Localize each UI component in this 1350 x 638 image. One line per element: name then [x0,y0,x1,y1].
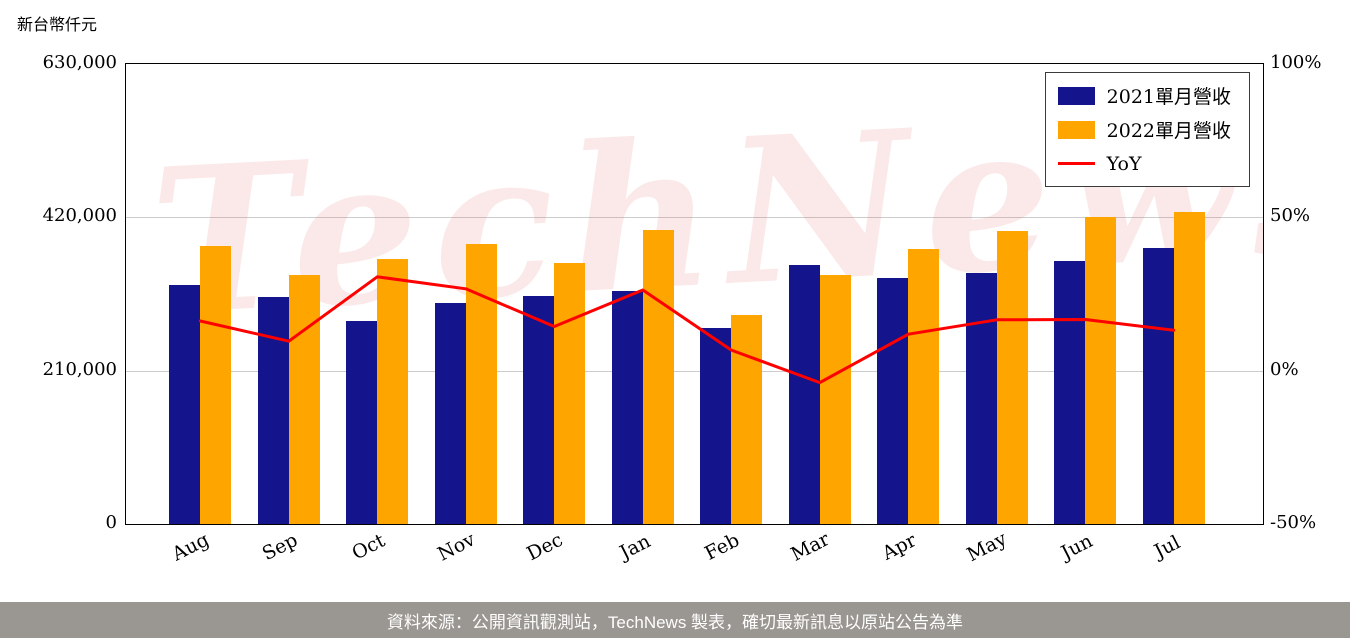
bar-group-mar [776,264,865,524]
bar-2021-monthly-revenue-dec [523,296,555,524]
legend-item-2022-revenue: 2022單月營收 [1057,116,1231,143]
bar-2022-monthly-revenue-oct [377,259,409,524]
left-axis-tick-0: 630,000 [42,52,117,73]
left-axis-tick-2: 210,000 [42,358,117,380]
bar-2022-monthly-revenue-apr [908,248,940,524]
bar-2021-monthly-revenue-jun [1054,261,1086,524]
bar-2021-monthly-revenue-nov [434,302,466,524]
bar-group-jul [1130,211,1219,524]
bar-2022-monthly-revenue-jan [642,229,674,524]
right-axis-tick-1: 50% [1270,205,1311,227]
bar-group-jan [599,229,688,524]
x-axis-tick-aug: Aug [168,528,213,566]
gridline [126,217,1263,219]
bar-group-may [953,231,1042,524]
right-axis-tick-2: 0% [1270,358,1299,380]
x-axis-tick-mar: Mar [787,528,833,566]
bar-group-apr [864,248,953,524]
bar-2021-monthly-revenue-jan [611,291,643,524]
right-axis-tick-0: 100% [1270,52,1322,73]
bar-2022-monthly-revenue-mar [819,275,851,524]
x-axis-tick-jun: Jun [1057,529,1097,565]
x-axis-tick-may: May [963,527,1011,567]
legend-label-2022: 2022單月營收 [1106,120,1231,142]
x-axis-tick-feb: Feb [701,529,744,565]
legend-swatch-2021 [1057,86,1095,105]
legend-item-2021-revenue: 2021單月營收 [1057,82,1231,109]
x-axis-tick-apr: Apr [879,529,921,565]
bar-2022-monthly-revenue-sep [288,275,320,524]
legend-item-yoy: YoY [1057,150,1231,177]
left-axis-tick-1: 420,000 [42,205,117,227]
bar-group-oct [333,259,422,524]
bar-2021-monthly-revenue-jul [1142,248,1174,524]
left-axis-tick-3: 0 [105,512,117,533]
plot-area: TechNews 2021單月營收 2022單月營收 YoY [125,63,1264,525]
bar-2021-monthly-revenue-may [965,272,997,524]
bar-2021-monthly-revenue-apr [877,277,909,524]
x-axis-tick-oct: Oct [348,529,389,565]
legend: 2021單月營收 2022單月營收 YoY [1044,72,1250,187]
bar-2021-monthly-revenue-oct [346,321,378,524]
bar-group-feb [687,315,776,524]
bar-group-sep [245,275,334,524]
legend-label-2021: 2021單月營收 [1106,86,1231,108]
bar-2022-monthly-revenue-aug [200,245,232,524]
bar-2021-monthly-revenue-aug [169,284,201,524]
bar-group-nov [422,243,511,524]
bar-2021-monthly-revenue-feb [700,328,732,524]
legend-line-swatch-yoy [1057,162,1095,165]
bar-group-jun [1041,217,1130,524]
footer-source-text: 資料來源：公開資訊觀測站，TechNews 製表，確切最新訊息以原站公告為準 [386,612,964,632]
bar-2022-monthly-revenue-feb [731,315,763,524]
bar-group-dec [510,263,599,524]
y-axis-unit-label: 新台幣仟元 [17,15,98,34]
bar-2022-monthly-revenue-may [996,231,1028,524]
bar-2022-monthly-revenue-jul [1173,211,1205,524]
footer-source-bar: 資料來源：公開資訊觀測站，TechNews 製表，確切最新訊息以原站公告為準 [0,602,1350,638]
x-axis-tick-nov: Nov [433,528,479,566]
bar-2022-monthly-revenue-jun [1085,217,1117,524]
bar-2021-monthly-revenue-sep [257,296,289,524]
x-axis-tick-jul: Jul [1150,531,1184,563]
bar-group-aug [156,245,245,524]
x-axis-tick-jan: Jan [616,530,654,564]
legend-label-yoy: YoY [1106,152,1142,175]
x-axis-tick-dec: Dec [523,528,567,566]
bar-2021-monthly-revenue-mar [788,264,820,524]
bar-2022-monthly-revenue-dec [554,263,586,524]
right-axis-tick-3: -50% [1270,512,1317,533]
bar-2022-monthly-revenue-nov [465,243,497,524]
legend-swatch-2022 [1057,120,1095,139]
x-axis-tick-sep: Sep [258,528,302,566]
